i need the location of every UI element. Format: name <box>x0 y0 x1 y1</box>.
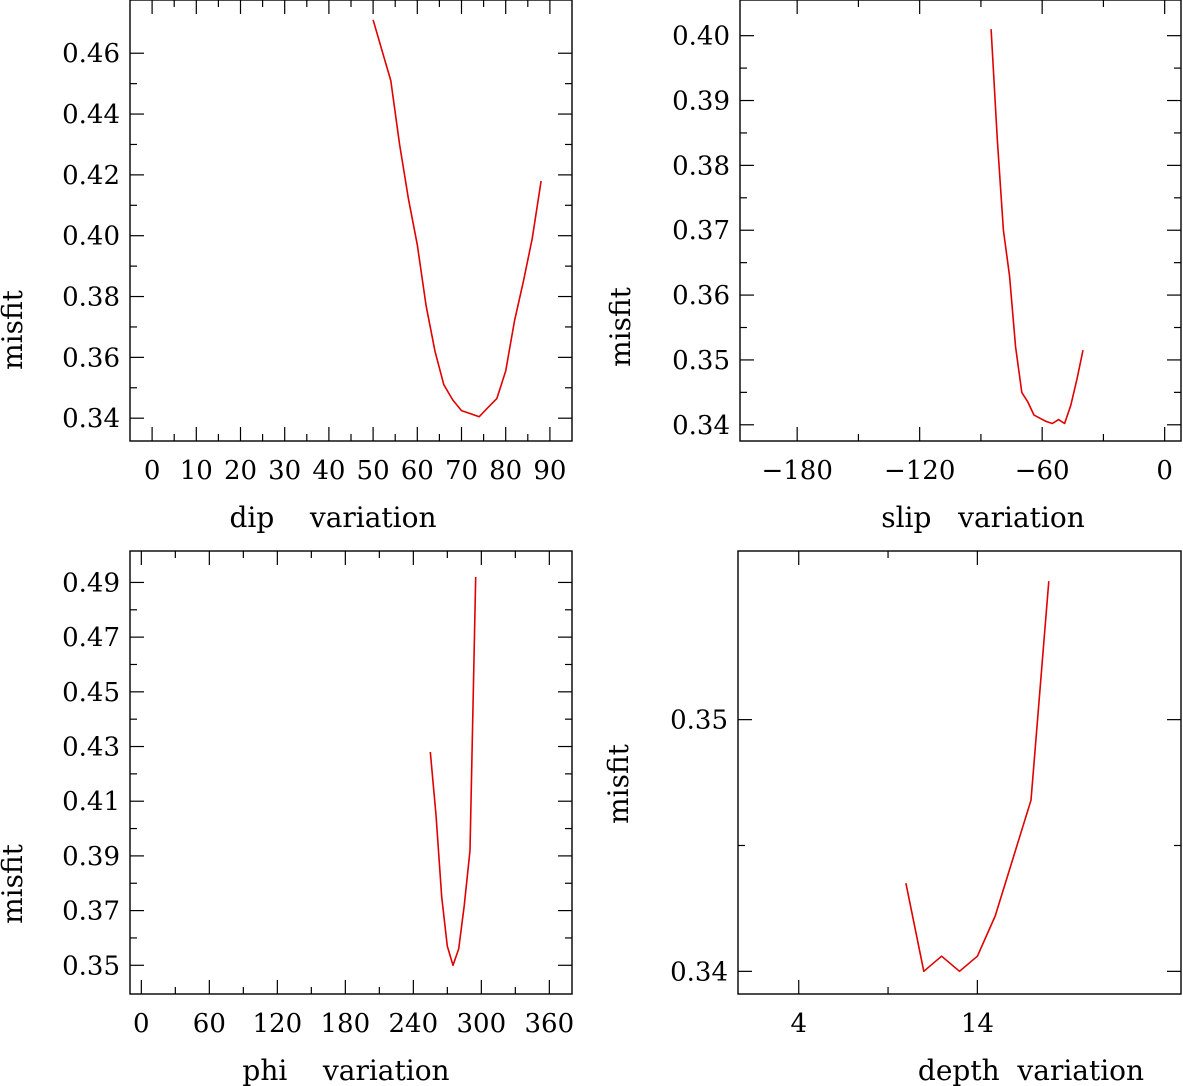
y-tick-label: 0.46 <box>62 39 120 69</box>
x-tick-label: 60 <box>193 1009 226 1039</box>
x-tick-label: −120 <box>884 456 955 486</box>
panel-phi: 0 60 120 180 240 300 360 0.35 0.37 0.39 0.41 0.43 0… <box>0 550 575 1086</box>
x-tick-label: 300 <box>457 1009 507 1039</box>
plot-frame <box>129 0 573 442</box>
panel-depth: 4 14 0.34 0.35 depth variation misfit <box>602 550 1182 1086</box>
y-tick-label: 0.39 <box>672 87 730 117</box>
x-tick-label: 70 <box>445 456 478 486</box>
x-axis-title: phi variation <box>242 1054 449 1086</box>
series-line <box>990 29 1084 425</box>
y-tick-label: 0.34 <box>672 411 730 441</box>
panel-slip: −180 −120 −60 0 0.34 0.35 0.36 0.37 0.38 0.39 0.4… <box>604 0 1182 534</box>
x-axis-title: dip variation <box>229 501 436 534</box>
y-tick-label: 0.35 <box>672 346 730 376</box>
y-tick-label: 0.42 <box>62 161 120 191</box>
x-tick-label: 4 <box>790 1009 807 1039</box>
panel-dip: 0 10 20 30 40 50 60 70 80 90 0.34 0.36 0.38 0.40 0.42… <box>0 0 573 534</box>
x-tick-label: 80 <box>489 456 522 486</box>
x-tick-label: −180 <box>761 456 832 486</box>
y-tick-label: 0.38 <box>672 151 730 181</box>
plot-frame <box>129 550 573 995</box>
x-axis-title: depth variation <box>918 1054 1144 1086</box>
series-line <box>372 19 542 418</box>
x-axis-title: slip variation <box>881 501 1085 534</box>
y-axis-title: misfit <box>0 843 29 924</box>
series-line <box>905 581 1050 973</box>
y-tick-label: 0.40 <box>62 222 120 252</box>
y-tick-label: 0.41 <box>62 787 120 817</box>
y-tick-label: 0.38 <box>62 283 120 313</box>
y-tick-label: 0.40 <box>672 22 730 52</box>
x-tick-label: 120 <box>253 1009 303 1039</box>
plot-frame <box>737 550 1182 995</box>
x-tick-label: 0 <box>133 1009 150 1039</box>
x-tick-label: 0 <box>144 456 161 486</box>
x-tick-label: 0 <box>1156 456 1173 486</box>
x-tick-label: 360 <box>525 1009 575 1039</box>
x-tick-label: 180 <box>321 1009 371 1039</box>
y-axis-title: misfit <box>602 743 635 824</box>
y-tick-label: 0.37 <box>672 216 730 246</box>
y-tick-label: 0.35 <box>670 706 728 736</box>
x-tick-label: 30 <box>268 456 301 486</box>
y-tick-label: 0.36 <box>672 281 730 311</box>
x-tick-label: −60 <box>1015 456 1070 486</box>
y-tick-label: 0.45 <box>62 678 120 708</box>
plot-frame <box>739 0 1182 442</box>
y-tick-label: 0.36 <box>62 343 120 373</box>
x-tick-label: 14 <box>961 1009 994 1039</box>
y-tick-label: 0.39 <box>62 842 120 872</box>
y-tick-label: 0.44 <box>62 100 120 130</box>
series-line <box>429 576 477 967</box>
y-tick-label: 0.37 <box>62 897 120 927</box>
x-tick-label: 50 <box>357 456 390 486</box>
x-tick-label: 240 <box>389 1009 439 1039</box>
y-tick-label: 0.43 <box>62 733 120 763</box>
y-axis-title: misfit <box>604 286 637 367</box>
x-tick-label: 20 <box>224 456 257 486</box>
y-tick-label: 0.49 <box>62 568 120 598</box>
y-tick-label: 0.47 <box>62 623 120 653</box>
y-axis-title: misfit <box>0 289 29 370</box>
y-tick-label: 0.34 <box>62 404 120 434</box>
x-tick-label: 10 <box>180 456 213 486</box>
y-tick-label: 0.34 <box>670 957 728 987</box>
y-tick-label: 0.35 <box>62 951 120 981</box>
x-tick-label: 90 <box>533 456 566 486</box>
x-tick-label: 60 <box>401 456 434 486</box>
x-tick-label: 40 <box>312 456 345 486</box>
